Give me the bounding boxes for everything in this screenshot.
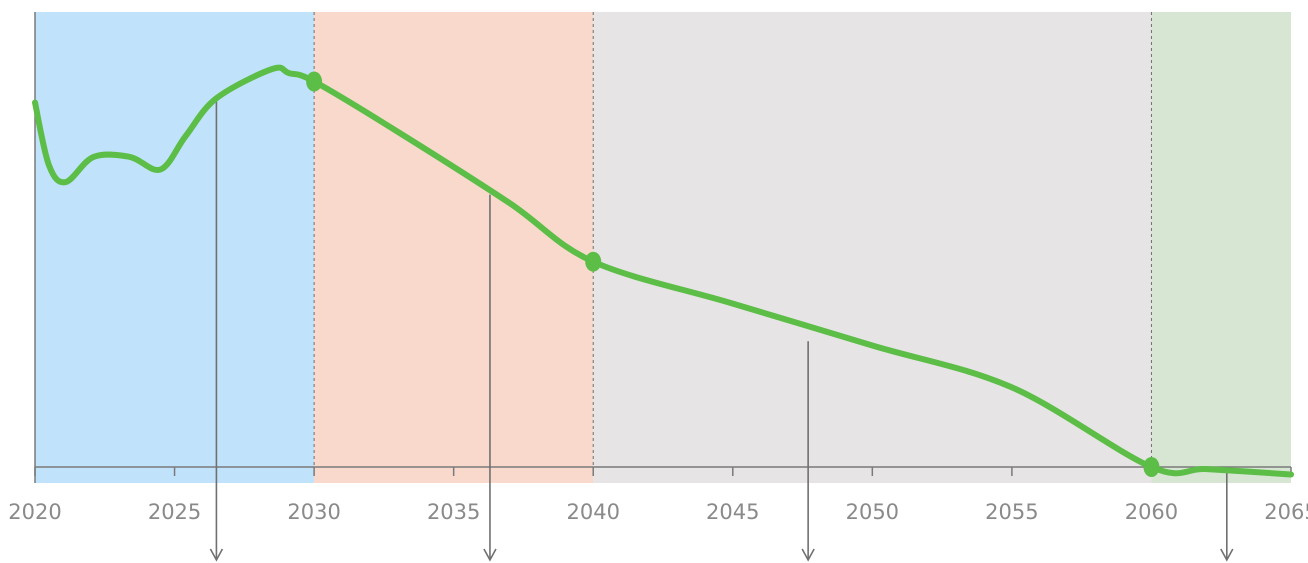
period-band bbox=[35, 12, 315, 483]
series-line bbox=[32, 64, 1294, 478]
callout-arrowhead bbox=[801, 548, 815, 562]
period-band bbox=[1151, 12, 1291, 483]
x-tick-label: 2055 bbox=[985, 500, 1038, 524]
milestone-point bbox=[306, 71, 323, 92]
x-tick-label: 2030 bbox=[287, 500, 340, 524]
x-tick-label: 2050 bbox=[846, 500, 899, 524]
callout-arrowhead bbox=[1220, 548, 1234, 562]
milestone-point bbox=[585, 251, 602, 272]
x-tick-label: 2060 bbox=[1125, 500, 1178, 524]
period-band bbox=[314, 12, 594, 483]
x-tick-label: 2045 bbox=[706, 500, 759, 524]
period-bands bbox=[35, 12, 1291, 483]
period-band bbox=[593, 12, 1152, 483]
callout-arrows bbox=[209, 98, 1234, 562]
period-dividers bbox=[313, 12, 1152, 467]
x-tick-labels: 2020 2025 2030 2035 2040 2045 2050 2055 2060 2065 bbox=[8, 500, 1308, 524]
milestone-points bbox=[306, 71, 1160, 477]
x-tick-label: 2020 bbox=[8, 500, 61, 524]
x-tick-label: 2035 bbox=[427, 500, 480, 524]
callout-arrowhead bbox=[483, 548, 497, 562]
x-tick-label: 2040 bbox=[566, 500, 619, 524]
x-tick-label: 2025 bbox=[148, 500, 201, 524]
x-tick-label: 2065 bbox=[1264, 500, 1308, 524]
series-layer bbox=[32, 64, 1294, 478]
callout-arrowhead bbox=[209, 548, 224, 562]
milestone-point bbox=[1143, 457, 1160, 477]
